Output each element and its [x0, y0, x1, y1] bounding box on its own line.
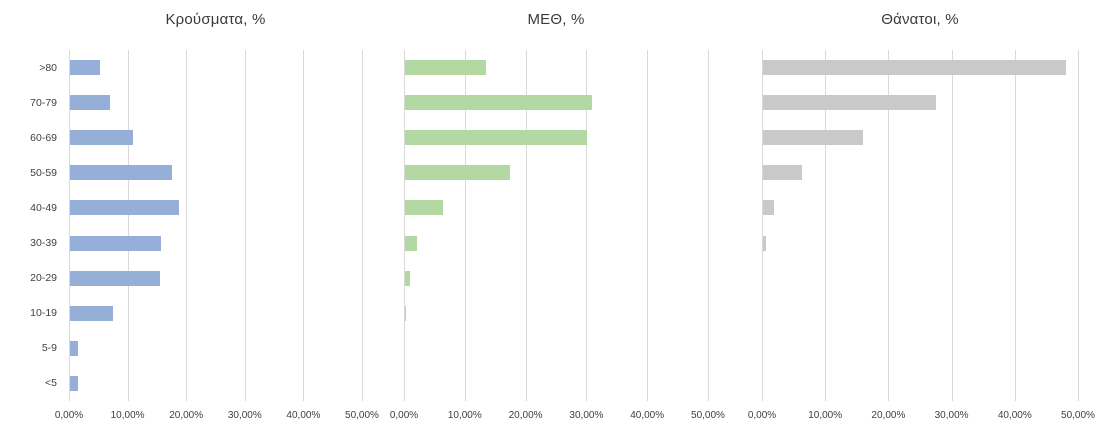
x-axis-tick-label: 20,00%: [871, 410, 906, 421]
gridline: [244, 50, 246, 401]
x-axis-tick-label: 30,00%: [569, 410, 604, 421]
chart-deaths-plot-area: 0,00% 10,00% 20,00% 30,00% 40,00% 50,00%: [748, 50, 1095, 421]
gridline: [127, 50, 129, 401]
x-axis-tick-label: 0,00%: [389, 410, 419, 421]
gridline: [586, 50, 588, 401]
bar->80: [405, 60, 486, 76]
x-axis-tick-label: 30,00%: [227, 410, 262, 421]
bar-50-59: [405, 165, 511, 181]
y-axis-label-30-39: 30-39: [30, 237, 57, 250]
gridline: [303, 50, 305, 401]
chart-icu-plot-area: 0,00% 10,00% 20,00% 30,00% 40,00% 50,00%: [390, 50, 725, 421]
x-axis-tick-label: 0,00%: [54, 410, 84, 421]
y-axis-label-20-29: 20-29: [30, 272, 57, 285]
x-axis-tick-label: 0,00%: [747, 410, 777, 421]
x-axis-tick-label: 40,00%: [286, 410, 321, 421]
x-axis-tick-label: 10,00%: [447, 410, 482, 421]
gridline: [708, 50, 709, 401]
gridline: [186, 50, 188, 401]
bar-50-59: [70, 165, 172, 181]
gridline: [525, 50, 527, 401]
gridline: [951, 50, 953, 401]
bar-<5: [70, 375, 78, 391]
bar-40-49: [70, 200, 179, 216]
x-axis-tick-label: 30,00%: [934, 410, 969, 421]
bar-70-79: [70, 95, 110, 111]
y-axis-label-60-69: 60-69: [30, 131, 57, 144]
x-axis-tick-label: 10,00%: [110, 410, 145, 421]
x-axis-tick-label: 40,00%: [630, 410, 665, 421]
gridline: [1078, 50, 1079, 401]
bar-60-69: [70, 130, 133, 146]
y-axis-label->80: >80: [39, 61, 57, 74]
gridline: [362, 50, 363, 401]
y-axis-label-10-19: 10-19: [30, 307, 57, 320]
bar-60-69: [763, 130, 863, 146]
gridline: [825, 50, 827, 401]
chart-icu-title: ΜΕΘ, %: [527, 11, 585, 28]
gridline: [69, 50, 70, 401]
x-axis-tick-label: 20,00%: [169, 410, 204, 421]
gridline: [404, 50, 405, 401]
bar-60-69: [405, 130, 588, 146]
bar-10-19: [70, 305, 113, 321]
bar-70-79: [763, 95, 936, 111]
y-axis-label-<5: <5: [45, 377, 57, 390]
bar-20-29: [405, 270, 410, 286]
bar-5-9: [70, 340, 79, 356]
chart-deaths-title: Θάνατοι, %: [881, 11, 959, 28]
bar->80: [70, 60, 100, 76]
y-axis-label-50-59: 50-59: [30, 166, 57, 179]
bar-70-79: [405, 95, 593, 111]
bar-40-49: [405, 200, 443, 216]
x-axis-tick-label: 20,00%: [508, 410, 543, 421]
y-axis-label-70-79: 70-79: [30, 96, 57, 109]
y-axis-label-40-49: 40-49: [30, 201, 57, 214]
y-axis-label-5-9: 5-9: [41, 342, 57, 355]
gridline: [464, 50, 466, 401]
x-axis-tick-label: 50,00%: [1061, 410, 1095, 421]
bar-30-39: [70, 235, 162, 251]
gridline: [647, 50, 649, 401]
chart-cases-title: Κρούσματα, %: [165, 11, 266, 28]
gridline: [762, 50, 763, 401]
x-axis-tick-label: 40,00%: [997, 410, 1032, 421]
chart-cases-plot-area: 0,00% 10,00% 20,00% 30,00% 40,00% 50,00%: [55, 50, 379, 421]
x-axis-tick-label: 50,00%: [691, 410, 725, 421]
gridline: [1014, 50, 1016, 401]
bar-20-29: [70, 270, 161, 286]
bar-10-19: [405, 305, 407, 321]
x-axis-tick-label: 10,00%: [808, 410, 843, 421]
gridline: [888, 50, 890, 401]
bar-50-59: [763, 165, 803, 181]
bar-30-39: [405, 235, 418, 251]
bar->80: [763, 60, 1067, 76]
x-axis-tick-label: 50,00%: [345, 410, 379, 421]
bar-30-39: [763, 235, 767, 251]
bar-40-49: [763, 200, 775, 216]
